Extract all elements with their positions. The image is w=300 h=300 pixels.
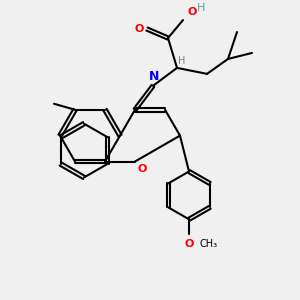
Text: O: O <box>188 7 197 17</box>
Text: O: O <box>184 239 194 249</box>
Text: O: O <box>138 164 147 175</box>
Text: N: N <box>149 70 160 83</box>
Text: O: O <box>135 24 144 34</box>
Text: H: H <box>196 3 205 13</box>
Text: CH₃: CH₃ <box>200 239 217 249</box>
Text: H: H <box>178 56 186 66</box>
